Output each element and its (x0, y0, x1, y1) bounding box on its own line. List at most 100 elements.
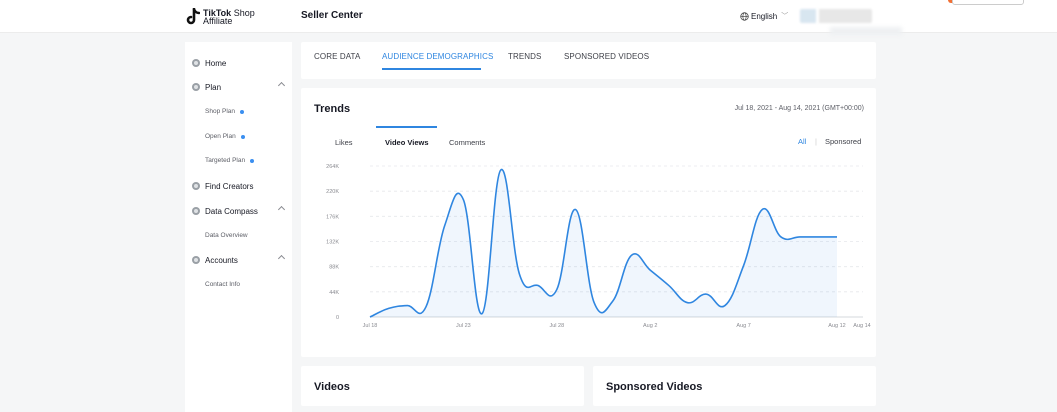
sidebar-subitem-label: Data Overview (205, 232, 248, 239)
sidebar-item-data-compass[interactable]: Data Compass (185, 201, 292, 221)
tab-sponsored-videos[interactable]: SPONSORED VIDEOS (564, 52, 650, 61)
y-tick-label: 176K (326, 214, 339, 220)
data-point[interactable] (835, 235, 839, 239)
data-point[interactable] (368, 315, 372, 319)
data-point[interactable] (443, 223, 447, 227)
sidebar-subitem-targeted-plan[interactable]: Targeted Plan (205, 157, 255, 164)
sidebar-item-label: Home (205, 58, 227, 68)
data-point[interactable] (816, 235, 820, 239)
videos-card: Videos (301, 366, 584, 406)
data-point[interactable] (405, 304, 409, 308)
filter-separator: | (815, 137, 817, 146)
chart-line (369, 169, 837, 318)
sponsored-videos-title: Sponsored Videos (606, 381, 703, 393)
x-tick-label: Aug 7 (736, 323, 750, 329)
tab-trends[interactable]: TRENDS (508, 52, 542, 61)
data-point[interactable] (499, 168, 503, 172)
data-point[interactable] (461, 198, 465, 202)
sidebar-item-label: Data Compass (205, 206, 258, 216)
video-views-chart: 264K 220K 176K 132K 88K 44K 0 Jul 18 Jul 23 Jul … (326, 164, 871, 329)
filter-all[interactable]: All (798, 137, 807, 146)
sidebar-item-label: Accounts (205, 255, 238, 265)
data-point[interactable] (592, 301, 596, 305)
sidebar-subitem-label: Targeted Plan (205, 157, 246, 164)
sidebar-subitem-label: Shop Plan (205, 108, 235, 115)
data-point[interactable] (648, 268, 652, 272)
data-point[interactable] (798, 235, 802, 239)
y-tick-label: 0 (336, 315, 339, 321)
y-tick-label: 220K (326, 189, 339, 195)
sidebar-subitem-shop-plan[interactable]: Shop Plan (205, 108, 244, 115)
videos-title: Videos (314, 381, 350, 393)
corner-widget[interactable] (952, 0, 1024, 5)
sidebar-item-plan[interactable]: Plan (185, 77, 292, 97)
tiktok-logo-icon (186, 8, 200, 25)
sidebar-subitem-label: Open Plan (205, 133, 236, 140)
sidebar-item-find-creators[interactable]: Find Creators (185, 176, 292, 196)
chart-area (370, 169, 837, 317)
trends-title: Trends (314, 103, 351, 115)
tab-audience-demographics[interactable]: AUDIENCE DEMOGRAPHICS (382, 52, 494, 61)
data-point[interactable] (573, 207, 577, 211)
data-point[interactable] (704, 292, 708, 296)
data-point[interactable] (517, 272, 521, 276)
section-tabs-card: CORE DATA AUDIENCE DEMOGRAPHICS TRENDS S… (301, 42, 876, 79)
chevron-down-icon: ﹀ (781, 13, 789, 20)
new-dot-icon (250, 158, 255, 163)
sidebar-subitem-data-overview[interactable]: Data Overview (205, 232, 248, 239)
sidebar-item-label: Find Creators (205, 181, 254, 191)
x-tick-label: Aug 12 (828, 323, 845, 329)
sidebar-item-home[interactable]: Home (185, 53, 292, 73)
data-point[interactable] (630, 253, 634, 257)
data-point[interactable] (611, 299, 615, 303)
user-dropdown-shadow (830, 27, 902, 35)
metric-tab-comments[interactable]: Comments (449, 138, 486, 147)
data-point[interactable] (760, 207, 764, 211)
data-point[interactable] (555, 288, 559, 292)
data-point[interactable] (686, 301, 690, 305)
y-tick-label: 264K (326, 164, 339, 170)
new-dot-icon (240, 134, 245, 139)
globe-icon (740, 11, 749, 21)
data-point[interactable] (667, 284, 671, 288)
user-account[interactable] (800, 9, 872, 23)
x-tick-label: Jul 18 (363, 323, 378, 329)
sidebar-item-accounts[interactable]: Accounts (185, 250, 292, 270)
sidebar-subitem-open-plan[interactable]: Open Plan (205, 133, 245, 140)
trends-card: Trends Jul 18, 2021 - Aug 14, 2021 (GMT+… (301, 88, 876, 357)
x-tick-label: Jul 28 (549, 323, 564, 329)
logo-brand-suffix: Shop (233, 8, 255, 18)
data-point[interactable] (723, 304, 727, 308)
y-tick-label: 88K (329, 265, 339, 271)
chevron-up-icon (277, 205, 286, 214)
accounts-icon (192, 256, 200, 264)
tab-core-data[interactable]: CORE DATA (314, 52, 361, 61)
sponsored-videos-card: Sponsored Videos (593, 366, 876, 406)
data-point[interactable] (779, 235, 783, 239)
language-selector[interactable]: English ﹀ (740, 11, 788, 21)
data-compass-icon (192, 207, 200, 215)
tiktok-shop-logo[interactable]: TikTok Shop Affiliate (186, 7, 255, 27)
logo-sub: Affiliate (203, 16, 233, 26)
sidebar-item-label: Plan (205, 82, 222, 92)
sidebar-subitem-contact-info[interactable]: Contact Info (205, 281, 240, 288)
find-creators-icon (192, 182, 200, 190)
data-point[interactable] (387, 306, 391, 310)
y-tick-label: 44K (329, 290, 339, 296)
filter-sponsored[interactable]: Sponsored (825, 137, 862, 146)
metric-tab-video-views[interactable]: Video Views (385, 138, 429, 147)
sidebar-subitem-label: Contact Info (205, 281, 241, 288)
plan-icon (192, 83, 200, 91)
logo-brand: TikTok (203, 8, 232, 18)
active-tab-indicator (382, 68, 481, 70)
data-point[interactable] (742, 264, 746, 268)
data-point[interactable] (536, 284, 540, 288)
date-range[interactable]: Jul 18, 2021 - Aug 14, 2021 (GMT+00:00) (734, 105, 864, 112)
active-metric-indicator (376, 126, 437, 128)
language-label: English (751, 11, 778, 21)
metric-tab-likes[interactable]: Likes (335, 138, 353, 147)
data-point[interactable] (424, 305, 428, 309)
x-tick-label: Aug 14 (853, 323, 870, 329)
data-point[interactable] (480, 312, 484, 316)
new-dot-icon (240, 109, 244, 114)
